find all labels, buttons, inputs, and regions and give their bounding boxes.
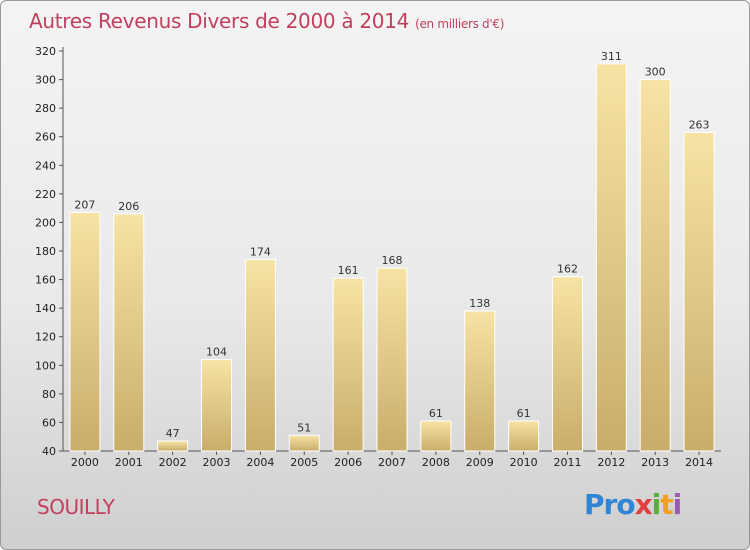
proxiti-logo: Proxiti bbox=[584, 488, 683, 521]
x-tick-label: 2003 bbox=[203, 456, 231, 469]
data-label: 104 bbox=[206, 346, 227, 359]
bar bbox=[595, 63, 627, 452]
axes: 40 60 80 100 120 140 160 180 200 220 240 260 280 300 3… bbox=[35, 45, 721, 469]
bars bbox=[69, 63, 715, 452]
y-tick-label: 140 bbox=[35, 302, 56, 315]
x-tick-label: 2005 bbox=[290, 456, 318, 469]
data-label: 311 bbox=[601, 50, 622, 63]
bar bbox=[639, 79, 671, 452]
data-label: 263 bbox=[689, 118, 710, 131]
bar bbox=[69, 211, 101, 452]
bar bbox=[157, 440, 189, 452]
x-tick-label: 2010 bbox=[510, 456, 538, 469]
x-tick-label: 2007 bbox=[378, 456, 406, 469]
x-tick-label: 2002 bbox=[159, 456, 187, 469]
x-tick-label: 2013 bbox=[641, 456, 669, 469]
y-tick-label: 240 bbox=[35, 159, 56, 172]
logo-part-3: i bbox=[651, 488, 662, 521]
y-tick-label: 320 bbox=[35, 45, 56, 58]
data-label: 162 bbox=[557, 263, 578, 276]
x-tick-label: 2004 bbox=[246, 456, 274, 469]
logo-part-5: i bbox=[672, 488, 683, 521]
bar bbox=[113, 213, 145, 452]
y-tick-label: 280 bbox=[35, 102, 56, 115]
y-tick-label: 300 bbox=[35, 74, 56, 87]
location-label: SOUILLY bbox=[37, 495, 115, 519]
data-label: 300 bbox=[645, 66, 666, 79]
y-tick-label: 80 bbox=[42, 388, 56, 401]
data-label: 61 bbox=[517, 407, 531, 420]
x-tick-label: 2011 bbox=[553, 456, 581, 469]
y-tick-label: 160 bbox=[35, 274, 56, 287]
logo-part-2: x bbox=[634, 488, 653, 521]
bar bbox=[332, 277, 364, 452]
y-tick-label: 200 bbox=[35, 216, 56, 229]
data-label: 47 bbox=[166, 427, 180, 440]
logo-part-4: t bbox=[660, 488, 673, 521]
logo-part-1: Pro bbox=[584, 488, 636, 521]
x-tick-label: 2006 bbox=[334, 456, 362, 469]
bar bbox=[288, 434, 320, 452]
y-tick-label: 100 bbox=[35, 359, 56, 372]
value-labels: 207 206 47 104 174 51 161 168 61 138 61 162 311 300 26… bbox=[74, 50, 709, 440]
bar bbox=[464, 310, 496, 452]
data-label: 168 bbox=[382, 254, 403, 267]
y-tick-label: 60 bbox=[42, 416, 56, 429]
y-tick-label: 260 bbox=[35, 131, 56, 144]
bar bbox=[551, 276, 583, 452]
bar bbox=[244, 259, 276, 452]
data-label: 138 bbox=[469, 297, 490, 310]
x-tick-label: 2008 bbox=[422, 456, 450, 469]
y-tick-label: 180 bbox=[35, 245, 56, 258]
bar bbox=[508, 420, 540, 452]
x-tick-label: 2009 bbox=[466, 456, 494, 469]
data-label: 51 bbox=[297, 421, 311, 434]
data-label: 174 bbox=[250, 246, 271, 259]
data-label: 161 bbox=[338, 264, 359, 277]
y-tick-label: 120 bbox=[35, 331, 56, 344]
y-tick-label: 220 bbox=[35, 188, 56, 201]
data-label: 61 bbox=[429, 407, 443, 420]
data-label: 207 bbox=[74, 198, 95, 211]
x-tick-label: 2000 bbox=[71, 456, 99, 469]
x-tick-label: 2012 bbox=[597, 456, 625, 469]
x-tick-label: 2001 bbox=[115, 456, 143, 469]
chart-title: Autres Revenus Divers de 2000 à 2014 (en … bbox=[29, 9, 504, 33]
bar bbox=[683, 131, 715, 452]
y-tick-label: 40 bbox=[42, 445, 56, 458]
bar bbox=[420, 420, 452, 452]
x-tick-label: 2014 bbox=[685, 456, 713, 469]
title-text: Autres Revenus Divers de 2000 à 2014 bbox=[29, 9, 410, 33]
data-label: 206 bbox=[118, 200, 139, 213]
bar bbox=[201, 359, 233, 452]
bar bbox=[376, 267, 408, 452]
title-unit: (en milliers d'€) bbox=[415, 17, 505, 31]
